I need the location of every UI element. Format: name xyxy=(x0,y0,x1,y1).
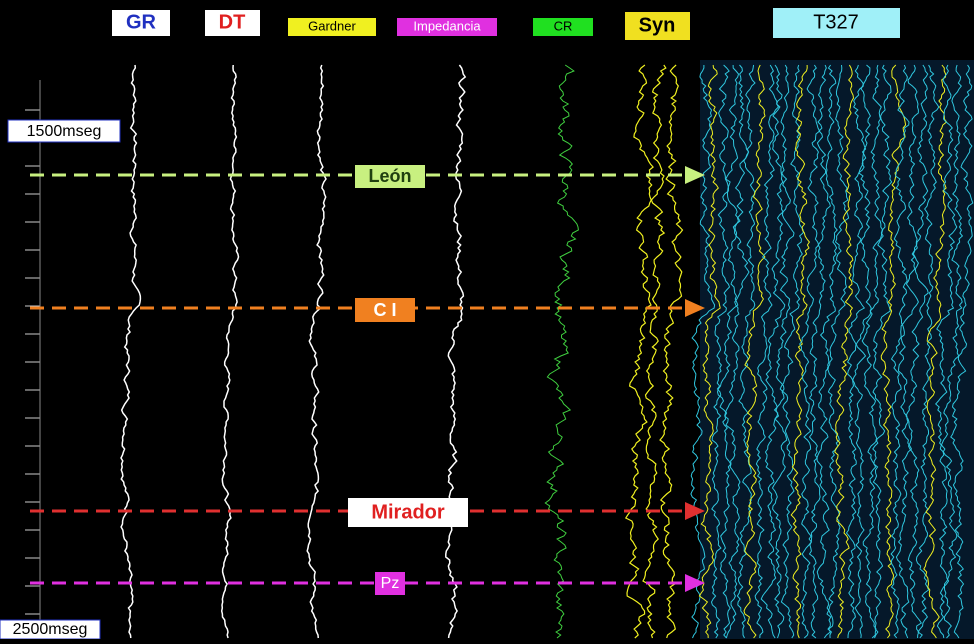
gardner-header: Gardner xyxy=(308,18,356,33)
pz-label-box xyxy=(375,572,405,595)
impedancia-header: Impedancia xyxy=(413,18,481,33)
mirador-label: Mirador xyxy=(371,501,445,523)
t327-header-box xyxy=(773,8,900,38)
mirador-arrow xyxy=(685,502,705,520)
seismic-trace xyxy=(710,64,731,639)
ci-arrow xyxy=(685,299,705,317)
cr-curve xyxy=(544,64,579,639)
seismic-trace xyxy=(790,64,811,639)
pz-label: Pz xyxy=(381,575,400,592)
seismic-trace xyxy=(852,64,872,639)
seismic-trace xyxy=(923,64,948,639)
seismic-trace xyxy=(698,64,721,639)
seismic-trace xyxy=(760,64,786,639)
seismic-trace xyxy=(905,64,929,639)
cr-header-box xyxy=(533,18,593,36)
seismic-trace xyxy=(915,64,940,639)
top-time-box xyxy=(7,119,121,143)
seismic-trace xyxy=(934,64,958,639)
seismic-trace xyxy=(754,64,780,639)
dt-curve xyxy=(220,64,240,639)
t327-header: T327 xyxy=(813,11,859,33)
ci-label: C I xyxy=(373,300,396,320)
seismic-trace xyxy=(779,64,804,639)
impedancia-header-box xyxy=(397,18,497,36)
seismic-trace xyxy=(895,64,919,639)
seismic-trace xyxy=(736,64,756,639)
leon-label-box xyxy=(355,165,425,188)
seismic-trace xyxy=(690,65,716,639)
seismic-trace xyxy=(872,64,893,639)
bottom-time-label: 2500mseg xyxy=(13,621,88,638)
leon-label: León xyxy=(369,166,412,186)
seismic-trace xyxy=(880,64,907,639)
syn-header-box xyxy=(625,12,690,40)
mirador-label-box xyxy=(348,498,468,527)
seismic-trace xyxy=(845,64,867,639)
seismic-trace xyxy=(950,64,974,639)
seismic-trace xyxy=(939,64,964,639)
syn-trace xyxy=(624,64,654,639)
gr-curve xyxy=(120,64,142,639)
seismic-trace xyxy=(724,64,750,639)
seismic-trace xyxy=(861,64,884,639)
seismic-trace xyxy=(771,64,795,639)
seismic-trace xyxy=(890,64,910,639)
syn-trace xyxy=(642,64,667,639)
log-curves xyxy=(25,64,974,639)
impedancia-curve xyxy=(445,64,467,639)
gardner-header-box xyxy=(288,18,376,36)
seismic-trace xyxy=(816,64,838,639)
seismic-trace xyxy=(808,64,831,639)
top-time-label: 1500mseg xyxy=(27,123,102,140)
syn-header: Syn xyxy=(639,14,676,36)
gardner-curve xyxy=(306,64,327,639)
seismic-trace xyxy=(834,64,855,639)
seismic-trace xyxy=(743,64,766,639)
gr-header-box xyxy=(112,10,170,36)
gr-header: GR xyxy=(126,11,157,33)
cr-header: CR xyxy=(554,18,573,33)
pz-arrow xyxy=(685,574,705,592)
dt-header-box xyxy=(205,10,260,36)
syn-trace xyxy=(659,64,684,639)
seismic-trace xyxy=(826,64,850,639)
seismic-trace xyxy=(716,64,741,639)
ci-label-box xyxy=(355,298,415,322)
leon-arrow xyxy=(685,166,705,184)
dt-header: DT xyxy=(219,11,246,33)
